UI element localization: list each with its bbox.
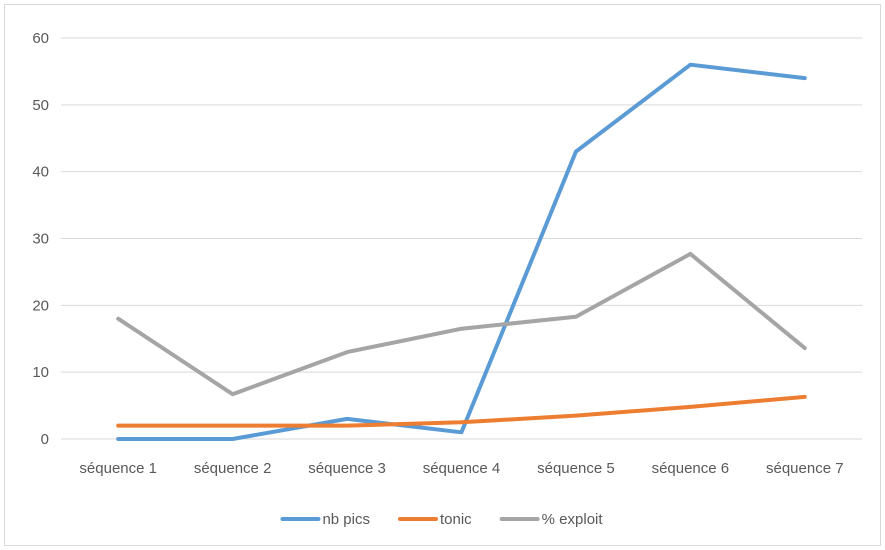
y-tick-label: 10 [32,364,49,381]
series-line [116,62,807,441]
series-1 [116,62,807,441]
legend-item: % exploit [499,511,604,528]
legend-item: tonic [397,511,472,528]
legend-item: nb pics [280,511,370,528]
y-tick-label: 20 [32,297,49,314]
x-tick-label: séquence 5 [537,460,615,477]
y-axis-tick-labels: 0 10 20 30 40 50 60 [32,30,49,448]
legend: nb pics tonic % exploit [280,511,604,528]
y-tick-label: 40 [32,164,49,181]
x-tick-label: séquence 2 [194,460,272,477]
legend-label: nb pics [322,511,370,528]
series-3 [116,251,807,397]
y-tick-label: 0 [41,431,49,448]
series-line [116,394,807,428]
x-tick-label: séquence 7 [766,460,844,477]
x-tick-label: séquence 4 [423,460,501,477]
y-tick-label: 30 [32,231,49,248]
x-tick-label: séquence 1 [79,460,157,477]
x-tick-label: séquence 3 [308,460,386,477]
series-line [116,251,807,397]
series-2 [116,394,807,428]
legend-label: % exploit [542,511,604,528]
y-tick-label: 60 [32,30,49,47]
chart-area [4,4,881,546]
x-tick-label: séquence 6 [652,460,730,477]
series-lines [116,62,807,441]
y-tick-label: 50 [32,97,49,114]
x-axis-tick-labels: séquence 1 séquence 2 séquence 3 séquence 4… [79,460,843,477]
legend-label: tonic [440,511,472,528]
gridlines [61,37,862,440]
